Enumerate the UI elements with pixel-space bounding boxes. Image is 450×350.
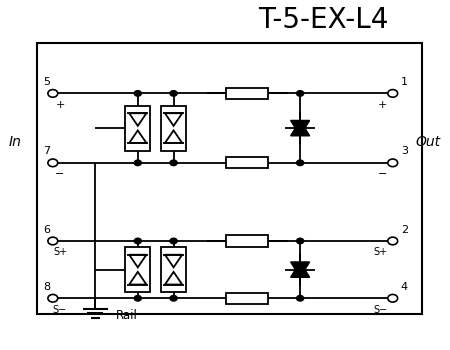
Text: T-5-EX-L4: T-5-EX-L4 — [258, 7, 389, 35]
Text: 5: 5 — [44, 77, 50, 87]
Text: −: − — [55, 169, 65, 179]
Circle shape — [297, 295, 304, 301]
Polygon shape — [291, 120, 310, 136]
Text: S−: S− — [53, 305, 67, 315]
Text: 7: 7 — [44, 146, 50, 156]
Text: Out: Out — [416, 135, 441, 149]
Text: S+: S+ — [53, 247, 67, 258]
Bar — [226, 236, 268, 246]
Bar — [226, 88, 268, 99]
Text: 2: 2 — [401, 224, 408, 234]
Circle shape — [170, 238, 177, 244]
Circle shape — [134, 238, 141, 244]
Circle shape — [297, 91, 304, 96]
Circle shape — [388, 90, 398, 97]
Circle shape — [134, 295, 141, 301]
Circle shape — [388, 294, 398, 302]
Text: 6: 6 — [44, 224, 50, 234]
Circle shape — [297, 238, 304, 244]
Polygon shape — [291, 262, 310, 277]
Text: −: − — [378, 169, 387, 179]
Circle shape — [388, 237, 398, 245]
Bar — [126, 247, 150, 292]
Circle shape — [170, 295, 177, 301]
Circle shape — [48, 90, 58, 97]
Bar — [161, 106, 186, 151]
Text: S−: S− — [373, 305, 387, 315]
Circle shape — [170, 160, 177, 166]
Polygon shape — [291, 120, 310, 136]
Text: Rail: Rail — [116, 309, 137, 322]
Text: In: In — [9, 135, 21, 149]
Circle shape — [48, 237, 58, 245]
Circle shape — [388, 159, 398, 167]
Text: S+: S+ — [373, 247, 387, 258]
Circle shape — [48, 294, 58, 302]
Bar — [126, 106, 150, 151]
Text: 8: 8 — [44, 282, 50, 292]
Circle shape — [297, 160, 304, 166]
Circle shape — [134, 160, 141, 166]
Bar — [161, 247, 186, 292]
Text: 1: 1 — [401, 77, 408, 87]
Bar — [226, 293, 268, 304]
Polygon shape — [291, 262, 310, 277]
Circle shape — [134, 91, 141, 96]
Text: +: + — [378, 100, 387, 110]
Bar — [226, 157, 268, 168]
Text: 4: 4 — [401, 282, 408, 292]
Circle shape — [48, 159, 58, 167]
Circle shape — [170, 91, 177, 96]
Bar — [37, 43, 422, 314]
Text: 3: 3 — [401, 146, 408, 156]
Text: +: + — [55, 100, 65, 110]
